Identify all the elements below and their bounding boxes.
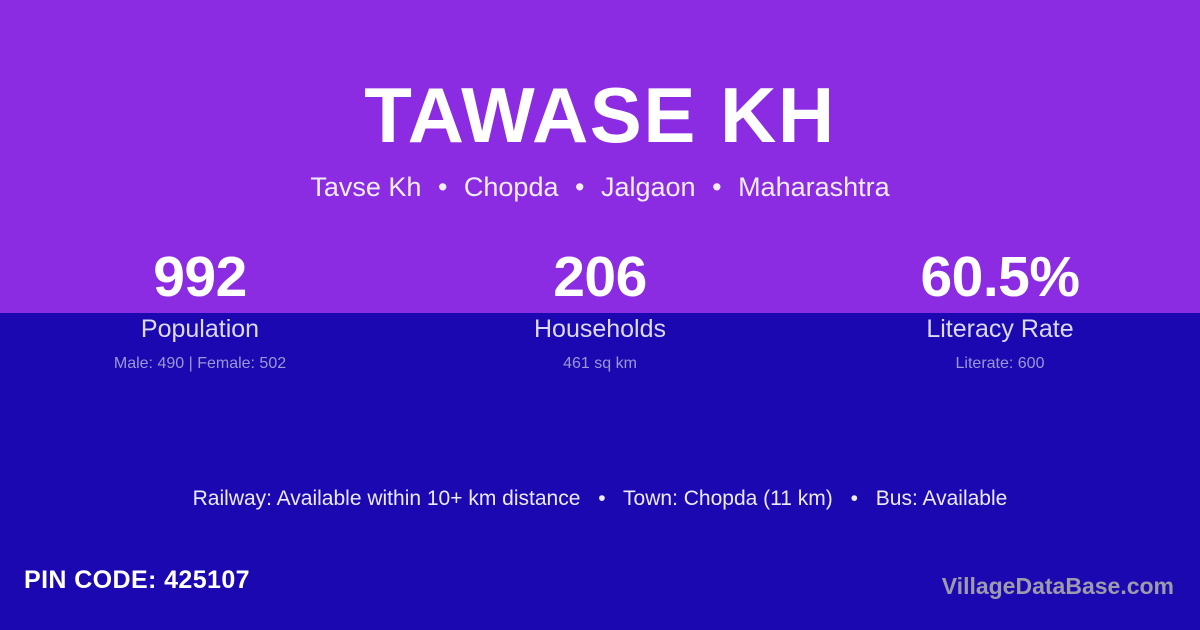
breadcrumb-tehsil: Chopda [463, 171, 559, 202]
card-header: TAWASE KH Tavse Kh • Chopda • Jalgaon • … [0, 0, 1200, 203]
statistics-row: 992 Population Male: 490 | Female: 502 2… [0, 246, 1200, 374]
breadcrumb-district: Jalgaon [600, 171, 696, 202]
breadcrumb-separator-1: • [437, 171, 448, 202]
breadcrumb-separator-3: • [712, 171, 722, 202]
breadcrumb-alt-name: Tavse Kh [310, 171, 422, 202]
stat-sublabel: Male: 490 | Female: 502 [113, 355, 287, 372]
breadcrumb: Tavse Kh • Chopda • Jalgaon • Maharashtr… [0, 171, 1200, 203]
infra-bus: Bus: Available [875, 487, 1008, 510]
infra-separator-2: • [850, 487, 858, 510]
stat-sublabel: 461 sq km [563, 355, 637, 372]
infra-railway: Railway: Available within 10+ km distanc… [192, 487, 581, 510]
blue-background-band [0, 313, 1200, 630]
breadcrumb-state: Maharashtra [738, 171, 890, 202]
infra-separator-1: • [598, 487, 606, 510]
stat-literacy-rate: 60.5% Literacy Rate Literate: 600 [800, 246, 1200, 374]
stat-value: 992 [153, 245, 247, 309]
stat-label: Literacy Rate [926, 315, 1074, 343]
page-title: TAWASE KH [364, 71, 836, 159]
stat-sublabel: Literate: 600 [955, 355, 1045, 372]
stat-label: Population [140, 315, 260, 343]
stat-population: 992 Population Male: 490 | Female: 502 [0, 246, 400, 374]
pin-code: PIN CODE: 425107 [24, 566, 250, 594]
stat-value: 60.5% [920, 245, 1080, 309]
infra-town: Town: Chopda (11 km) [623, 487, 833, 510]
purple-background-band [0, 0, 1200, 313]
stat-label: Households [533, 315, 667, 343]
site-brand: VillageDataBase.com [941, 573, 1174, 599]
breadcrumb-separator-2: • [575, 171, 585, 202]
stat-value: 206 [553, 245, 647, 309]
card-footer: PIN CODE: 425107 VillageDataBase.com [0, 550, 1200, 630]
infrastructure-summary: Railway: Available within 10+ km distanc… [0, 484, 1200, 514]
stat-households: 206 Households 461 sq km [400, 246, 800, 374]
